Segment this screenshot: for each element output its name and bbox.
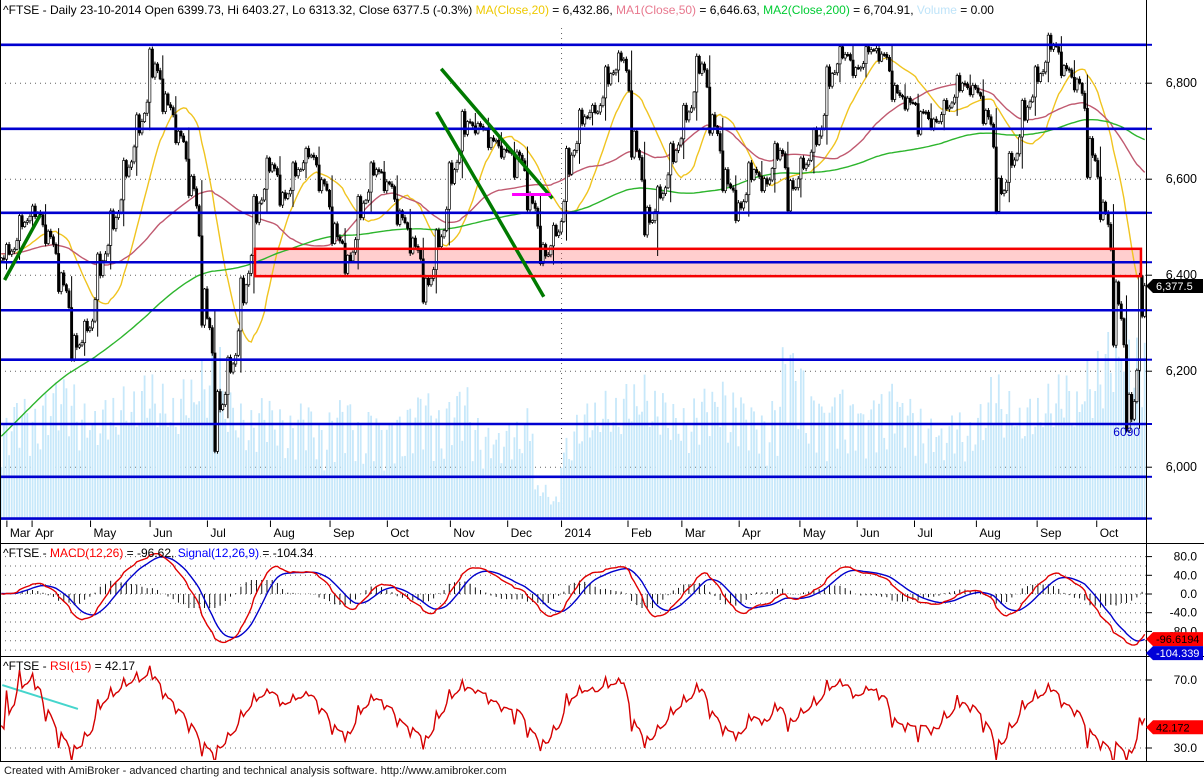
- title-part: Signal(12,26,9): [177, 546, 260, 560]
- svg-text:70.0: 70.0: [1174, 673, 1198, 687]
- svg-text:Jul: Jul: [918, 526, 933, 540]
- svg-text:6,000: 6,000: [1166, 460, 1197, 474]
- volume-bars: [0, 310, 1146, 520]
- svg-text:80.0: 80.0: [1174, 550, 1198, 564]
- svg-text:2014: 2014: [565, 526, 592, 540]
- title-part: Volume: [916, 3, 957, 17]
- wedge-upper-green[interactable]: [439, 67, 554, 200]
- svg-text:Oct: Oct: [1100, 526, 1119, 540]
- svg-text:Jun: Jun: [860, 526, 879, 540]
- axes: 6,800 6,600 6,400 6,200 6,000 80.0 40.0 0.0 -40.…: [0, 0, 1204, 762]
- svg-text:Jul: Jul: [210, 526, 225, 540]
- svg-text:Sep: Sep: [1040, 526, 1062, 540]
- title-part: MA2(Close,200): [763, 3, 850, 17]
- status-bar: Created with AmiBroker - advanced charti…: [4, 765, 507, 777]
- title-part: = 6,432.86,: [548, 3, 617, 17]
- svg-text:30.0: 30.0: [1174, 741, 1198, 755]
- svg-text:-40.0: -40.0: [1170, 606, 1198, 620]
- title-part: MA(Close,20): [475, 3, 549, 17]
- title-part: = -96.62,: [123, 546, 178, 560]
- macd-pane[interactable]: [0, 553, 1146, 651]
- svg-text:6,377.5: 6,377.5: [1156, 281, 1193, 293]
- svg-text:-96.6194: -96.6194: [1156, 634, 1199, 646]
- svg-text:Oct: Oct: [390, 526, 409, 540]
- svg-text:Feb: Feb: [631, 526, 652, 540]
- svg-text:-104.339: -104.339: [1156, 648, 1199, 660]
- svg-text:42.172: 42.172: [1156, 722, 1190, 734]
- svg-text:Mar: Mar: [685, 526, 706, 540]
- rsi-pane-title: ^FTSE - RSI(15) = 42.17: [3, 659, 135, 673]
- title-part: = -104.34: [259, 546, 314, 560]
- last-price-tag: 6,377.5: [1146, 279, 1203, 293]
- title-part: ^FTSE -: [3, 659, 50, 673]
- svg-text:6,200: 6,200: [1166, 364, 1197, 378]
- title-part: = 0.00: [956, 3, 994, 17]
- svg-text:Jun: Jun: [153, 526, 172, 540]
- svg-text:40.0: 40.0: [1174, 568, 1198, 582]
- candlesticks: [0, 32, 1146, 454]
- svg-text:Sep: Sep: [333, 526, 355, 540]
- title-part: RSI(15): [49, 659, 92, 673]
- signal-line: [1, 556, 1145, 642]
- wedge-lower-green[interactable]: [435, 111, 546, 298]
- svg-text:Aug: Aug: [979, 526, 1000, 540]
- macd-value-tag: -96.6194: [1146, 632, 1203, 647]
- svg-text:Aug: Aug: [273, 526, 294, 540]
- svg-text:May: May: [94, 526, 117, 540]
- title-part: ^FTSE - Daily 23-10-2014 Open 6399.73, H…: [3, 3, 476, 17]
- rsi-line: [0, 665, 1146, 760]
- price-pane[interactable]: 6090: [0, 28, 1152, 520]
- title-part: MACD(12,26): [49, 546, 124, 560]
- svg-text:6,600: 6,600: [1166, 172, 1197, 186]
- svg-text:Dec: Dec: [511, 526, 532, 540]
- title-part: = 42.17: [91, 659, 136, 673]
- title-part: MA1(Close,50): [616, 3, 697, 17]
- svg-text:Apr: Apr: [35, 526, 54, 540]
- price-pane-title: ^FTSE - Daily 23-10-2014 Open 6399.73, H…: [3, 3, 994, 17]
- rsi-pane[interactable]: [0, 665, 1146, 765]
- left-rising-green[interactable]: [3, 214, 42, 281]
- svg-text:6090: 6090: [1113, 425, 1140, 439]
- macd-line: [1, 553, 1146, 646]
- title-part: = 6,646.63,: [696, 3, 764, 17]
- rsi-value-tag: 42.172: [1146, 720, 1203, 735]
- macd-pane-title: ^FTSE - MACD(12,26) = -96.62, Signal(12,…: [3, 546, 313, 560]
- svg-text:Mar: Mar: [10, 526, 31, 540]
- svg-text:0.0: 0.0: [1180, 587, 1197, 601]
- cyan-trendline[interactable]: [1, 684, 79, 710]
- svg-text:Nov: Nov: [453, 526, 474, 540]
- title-part: = 6,704.91,: [849, 3, 917, 17]
- resistance-zone-border[interactable]: [253, 247, 1143, 278]
- signal-value-tag: -104.339: [1146, 646, 1203, 661]
- svg-text:6,400: 6,400: [1166, 268, 1197, 282]
- svg-text:May: May: [803, 526, 826, 540]
- title-part: ^FTSE -: [3, 546, 50, 560]
- svg-text:6,800: 6,800: [1166, 76, 1197, 90]
- support-resistance-lines[interactable]: 6090: [0, 43, 1152, 520]
- svg-text:Apr: Apr: [742, 526, 761, 540]
